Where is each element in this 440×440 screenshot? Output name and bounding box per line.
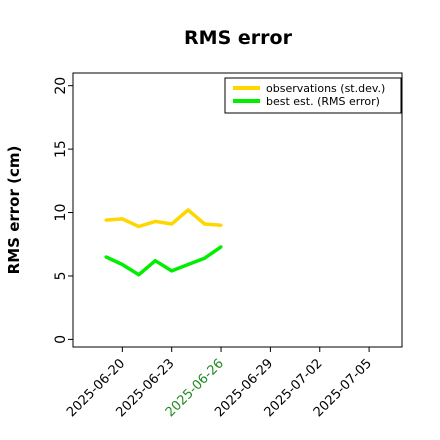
legend-label-observations: observations (st.dev.) [266, 82, 385, 95]
data-point [120, 263, 124, 267]
data-point [153, 259, 157, 263]
legend-box [224, 77, 402, 114]
data-point [153, 219, 157, 223]
data-point [137, 273, 141, 277]
y-axis-label: RMS error (cm) [5, 146, 23, 275]
legend-label-best-estimate: best est. (RMS error) [266, 95, 380, 108]
y-axis: 0 5 10 15 20 [53, 77, 73, 344]
y-tick-label: 5 [53, 272, 69, 281]
legend: observations (st.dev.) best est. (RMS er… [224, 77, 402, 114]
data-point [104, 218, 108, 222]
y-tick-label: 10 [53, 204, 69, 222]
data-point [219, 245, 223, 249]
data-point [104, 255, 108, 259]
series-layer [104, 208, 223, 277]
y-tick-label: 15 [53, 140, 69, 158]
chart-title: RMS error [184, 27, 293, 49]
data-point [137, 224, 141, 228]
data-point [170, 269, 174, 273]
data-point [203, 222, 207, 226]
data-point [203, 256, 207, 260]
data-point [170, 222, 174, 226]
series-line-observations [105, 208, 222, 229]
x-axis: 2025-06-202025-06-232025-06-262025-06-29… [64, 347, 375, 420]
series-line-best-estimate [105, 245, 223, 277]
data-point [219, 223, 223, 227]
y-tick-label: 0 [53, 335, 69, 344]
y-tick-label: 20 [53, 77, 69, 95]
data-point [120, 217, 124, 221]
data-point [186, 263, 190, 267]
plot-frame [72, 72, 403, 348]
data-point [186, 208, 190, 212]
